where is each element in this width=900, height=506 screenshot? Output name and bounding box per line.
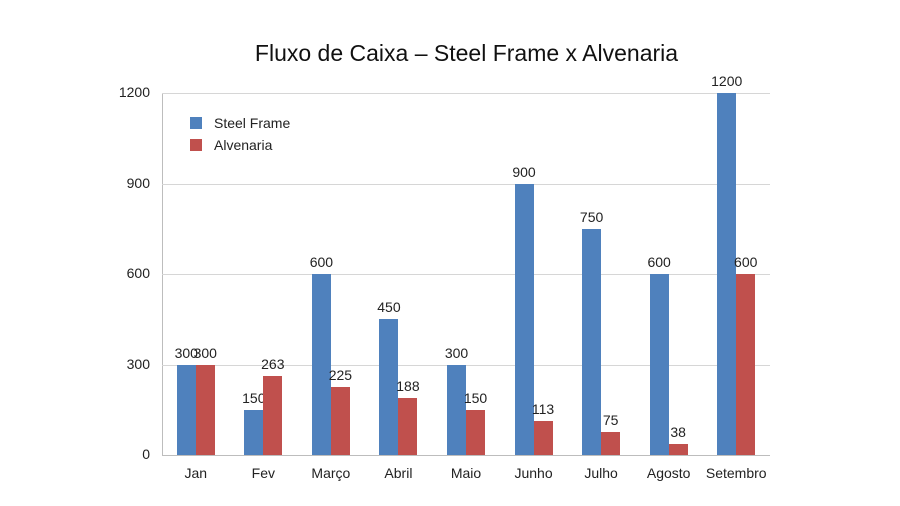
- gridline: [162, 93, 770, 94]
- bar-steel-frame: [244, 409, 264, 455]
- bar-steel-frame: [649, 274, 669, 455]
- value-label: 750: [579, 208, 604, 225]
- value-label: 900: [512, 163, 536, 180]
- x-tick-label: Março: [311, 465, 351, 481]
- bar-alvenaria: [601, 432, 621, 455]
- value-label: 600: [647, 254, 671, 270]
- legend-swatch-alvenaria: [190, 139, 202, 151]
- legend-item-alvenaria: Alvenaria: [190, 134, 290, 156]
- value-label: 300: [193, 344, 217, 361]
- x-tick-label: Setembro: [705, 465, 767, 481]
- value-label: 263: [261, 355, 285, 372]
- bar-steel-frame: [582, 228, 602, 455]
- bar-alvenaria: [263, 375, 283, 455]
- value-label: 600: [309, 254, 334, 270]
- bar-alvenaria: [398, 398, 418, 455]
- value-label: 300: [444, 344, 469, 361]
- x-tick-label: Fev: [251, 465, 275, 481]
- x-tick-label: Maio: [450, 465, 482, 481]
- x-tick-label: Jan: [184, 465, 208, 481]
- bar-steel-frame: [717, 93, 737, 455]
- legend-swatch-steel-frame: [190, 117, 202, 129]
- gridline: [162, 364, 770, 366]
- value-label: 150: [463, 389, 488, 406]
- value-label: 225: [328, 367, 353, 384]
- x-tick-label: Abril: [384, 465, 413, 481]
- bar-alvenaria: [466, 409, 485, 455]
- y-tick-label: 600: [126, 265, 150, 281]
- legend-item-steel-frame: Steel Frame: [190, 112, 290, 134]
- x-tick-label: Junho: [514, 465, 553, 481]
- value-label: 113: [531, 400, 555, 417]
- value-label: 38: [670, 423, 686, 440]
- bar-steel-frame: [176, 364, 196, 455]
- y-tick-label: 900: [126, 174, 150, 191]
- legend: Steel Frame Alvenaria: [190, 112, 290, 156]
- bar-steel-frame: [447, 364, 466, 455]
- bar-alvenaria: [195, 364, 215, 455]
- value-label: 75: [602, 412, 619, 429]
- value-label: 150: [242, 389, 266, 406]
- value-label: 300: [174, 344, 198, 361]
- bar-steel-frame: [311, 274, 331, 455]
- y-tick-label: 300: [126, 355, 150, 372]
- y-tick-label: 0: [142, 446, 150, 462]
- bar-steel-frame: [514, 183, 534, 455]
- value-label: 600: [734, 254, 758, 270]
- legend-label: Alvenaria: [214, 137, 273, 153]
- legend-label: Steel Frame: [214, 115, 291, 131]
- chart-title: Fluxo de Caixa – Steel Frame x Alvenaria: [254, 40, 679, 66]
- x-axis: [162, 455, 770, 456]
- gridline: [162, 183, 770, 185]
- bar-alvenaria: [533, 420, 553, 455]
- x-tick-label: Agosto: [646, 465, 691, 481]
- value-label: 450: [377, 299, 401, 316]
- bar-alvenaria: [668, 443, 688, 455]
- y-tick-label: 1200: [118, 84, 150, 100]
- bar-steel-frame: [379, 319, 399, 455]
- value-label: 188: [396, 378, 420, 395]
- x-tick-label: Julho: [584, 465, 618, 481]
- gridline: [162, 274, 770, 275]
- bar-alvenaria: [736, 274, 756, 455]
- bar-alvenaria: [330, 387, 350, 455]
- plot-area: 0 300 600 900 1200 300 300 Jan 150 263 Fev 600 225 Ma…: [119, 73, 770, 481]
- value-label: 1200: [711, 73, 743, 89]
